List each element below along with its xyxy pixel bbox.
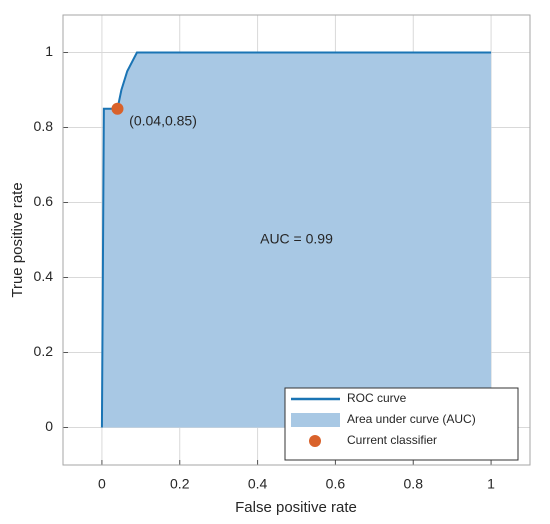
annotation: (0.04,0.85) — [129, 113, 197, 129]
roc-line — [100, 51, 492, 428]
x-tick-label: 0.2 — [170, 476, 190, 492]
x-axis-label: False positive rate — [235, 499, 357, 516]
legend-label: Area under curve (AUC) — [347, 412, 476, 426]
y-tick-label: 0 — [45, 418, 53, 434]
annotation: AUC = 0.99 — [260, 231, 333, 247]
x-tick-label: 0.4 — [248, 476, 268, 492]
y-tick-label: 0.4 — [34, 268, 54, 284]
legend-label: Current classifier — [347, 433, 437, 447]
y-tick-label: 1 — [45, 43, 53, 59]
x-tick-label: 0.6 — [326, 476, 346, 492]
legend-swatch — [309, 435, 321, 447]
classifier-point — [111, 102, 124, 115]
axes-box — [62, 14, 531, 466]
legend-swatch — [291, 413, 340, 427]
legend-label: ROC curve — [347, 391, 407, 405]
x-tick-label: 0 — [98, 476, 106, 492]
y-tick-label: 0.2 — [34, 343, 54, 359]
y-axis-label: True positive rate — [9, 182, 26, 297]
auc-area — [101, 52, 492, 428]
y-tick-label: 0.6 — [34, 193, 54, 209]
x-tick-label: 1 — [487, 476, 495, 492]
x-tick-label: 0.8 — [404, 476, 424, 492]
y-tick-label: 0.8 — [34, 118, 54, 134]
